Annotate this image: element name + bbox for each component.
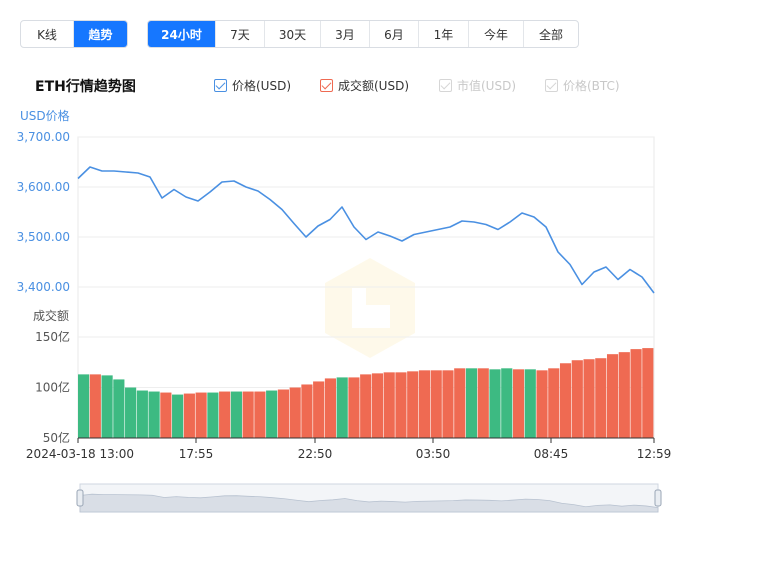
- legend-price-btc[interactable]: 价格(BTC): [545, 77, 620, 94]
- volume-bar: [219, 391, 231, 438]
- x-tick-label: 2024-03-18 13:00: [26, 447, 134, 461]
- price-tick-label: 3,500.00: [17, 230, 70, 244]
- volume-bar: [313, 381, 325, 438]
- volume-bar: [454, 368, 466, 438]
- navigator-left-handle[interactable]: [76, 489, 84, 507]
- x-tick-label: 22:50: [298, 447, 333, 461]
- checkbox-checked-icon: [320, 79, 333, 92]
- volume-bar: [183, 393, 195, 438]
- volume-bar: [477, 368, 489, 438]
- volume-bar: [254, 391, 266, 438]
- volume-bar: [489, 369, 501, 438]
- volume-bar: [395, 372, 407, 438]
- checkbox-checked-icon: [439, 79, 452, 92]
- price-axis-title: USD价格: [20, 109, 70, 123]
- legend-label: 价格(USD): [232, 79, 292, 93]
- volume-bar: [230, 391, 242, 438]
- volume-bar: [536, 370, 548, 438]
- volume-bar: [301, 384, 313, 438]
- volume-bar: [277, 389, 289, 438]
- price-tick-label: 3,600.00: [17, 180, 70, 194]
- navigator-right-handle[interactable]: [654, 489, 662, 507]
- volume-bar: [89, 374, 101, 438]
- volume-bar: [383, 372, 395, 438]
- volume-bar: [442, 370, 454, 438]
- volume-tick-label: 50亿: [43, 430, 70, 445]
- range-7d-button[interactable]: 7天: [216, 21, 265, 47]
- volume-bar: [266, 390, 278, 438]
- volume-bar: [148, 391, 160, 438]
- volume-bar: [571, 360, 583, 438]
- volume-axis-title: 成交额: [33, 309, 70, 323]
- volume-bar: [207, 392, 219, 438]
- x-tick-label: 03:50: [416, 447, 451, 461]
- range-24h-button[interactable]: 24小时: [148, 21, 216, 47]
- volume-tick-label: 150亿: [35, 329, 70, 344]
- price-line: [77, 166, 655, 294]
- volume-bar: [407, 371, 419, 438]
- x-tick-label: 12:59: [637, 447, 672, 461]
- volume-bar: [242, 391, 254, 438]
- volume-bar: [430, 370, 442, 438]
- checkbox-checked-icon: [214, 79, 227, 92]
- volume-bar: [360, 374, 372, 438]
- legend-market-cap-usd[interactable]: 市值(USD): [439, 77, 516, 94]
- legend-volume-usd[interactable]: 成交额(USD): [320, 77, 409, 94]
- volume-bar: [559, 363, 572, 438]
- chart-mode-selector: K线 趋势: [20, 20, 128, 48]
- watermark-logo: [325, 258, 415, 358]
- tab-trend[interactable]: 趋势: [74, 21, 127, 47]
- price-tick-label: 3,700.00: [17, 130, 70, 144]
- volume-bar: [595, 358, 607, 438]
- volume-bar: [618, 352, 630, 438]
- volume-bar: [465, 368, 478, 438]
- legend-price-usd[interactable]: 价格(USD): [214, 77, 291, 94]
- volume-bar: [195, 392, 207, 438]
- volume-bar: [418, 370, 431, 438]
- x-tick-label: 08:45: [534, 447, 569, 461]
- range-6m-button[interactable]: 6月: [370, 21, 419, 47]
- price-tick-label: 3,400.00: [17, 280, 70, 294]
- volume-bar: [606, 354, 619, 438]
- volume-bar: [113, 379, 125, 438]
- volume-bar: [160, 392, 172, 438]
- volume-bar: [630, 349, 642, 438]
- legend-label: 成交额(USD): [338, 79, 410, 93]
- volume-tick-label: 100亿: [35, 380, 70, 395]
- volume-bar: [524, 369, 536, 438]
- volume-bar: [78, 374, 90, 438]
- range-ytd-button[interactable]: 今年: [469, 21, 524, 47]
- range-all-button[interactable]: 全部: [538, 27, 563, 42]
- tab-kline[interactable]: K线: [21, 21, 74, 47]
- volume-bar: [642, 348, 654, 438]
- legend-label: 价格(BTC): [563, 79, 620, 93]
- volume-bar: [136, 390, 148, 438]
- volume-bar: [548, 368, 560, 438]
- volume-bar: [583, 359, 595, 438]
- x-tick-label: 17:55: [179, 447, 214, 461]
- volume-bar: [348, 377, 360, 438]
- time-range-selector: 24小时 7天 30天 3月 6月 1年 今年 全部: [147, 20, 579, 48]
- range-3m-button[interactable]: 3月: [321, 21, 370, 47]
- volume-bar: [324, 378, 337, 438]
- volume-bar: [289, 387, 301, 438]
- volume-bar: [172, 394, 184, 438]
- checkbox-checked-icon: [545, 79, 558, 92]
- volume-bar: [371, 373, 384, 438]
- legend-label: 市值(USD): [457, 79, 517, 93]
- range-30d-button[interactable]: 30天: [265, 21, 321, 47]
- chart-title: ETH行情趋势图: [35, 79, 136, 95]
- volume-bar: [125, 387, 137, 438]
- volume-bar: [501, 368, 513, 438]
- navigator-area: [79, 493, 659, 513]
- volume-bar: [101, 375, 113, 438]
- volume-bar: [336, 377, 348, 438]
- volume-bar: [512, 369, 525, 438]
- range-1y-button[interactable]: 1年: [419, 21, 469, 47]
